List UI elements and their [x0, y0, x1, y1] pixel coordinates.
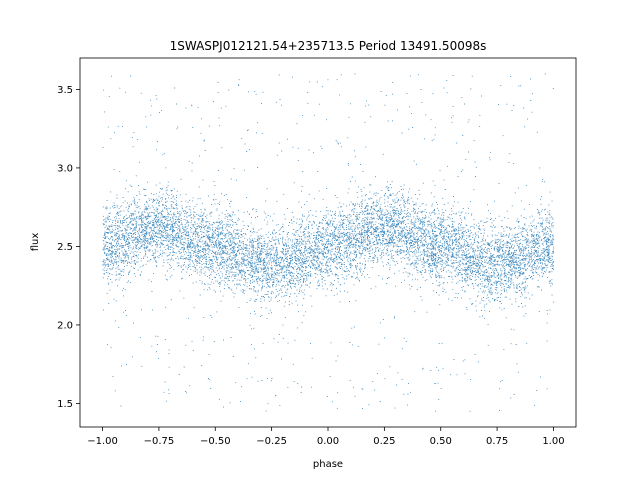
x-tick-label: −1.00: [87, 436, 118, 447]
plot-frame: [79, 57, 577, 428]
y-tick-label: 2.0: [57, 320, 73, 331]
x-axis: −1.00 −0.75 −0.50 −0.25 0.00 0.25 0.50 0.75 1.00: [87, 427, 565, 447]
x-tick-label: 0.75: [486, 436, 508, 447]
x-tick-label: 0.00: [317, 436, 339, 447]
x-tick-label: −0.25: [256, 436, 287, 447]
data-points: [102, 73, 555, 412]
y-tick-label: 3.5: [57, 85, 73, 96]
y-tick-label: 1.5: [57, 399, 73, 410]
y-axis-title: flux: [30, 233, 41, 252]
y-tick-label: 3.0: [57, 163, 73, 174]
x-tick-label: 0.50: [430, 436, 452, 447]
x-tick-label: 0.25: [373, 436, 395, 447]
x-tick-label: 1.00: [542, 436, 564, 447]
y-tick-label: 2.5: [57, 242, 73, 253]
x-tick-label: −0.50: [200, 436, 231, 447]
x-tick-label: −0.75: [144, 436, 175, 447]
chart-title: 1SWASPJ012121.54+235713.5 Period 13491.5…: [170, 39, 487, 53]
x-axis-title: phase: [313, 459, 343, 470]
y-axis: 1.5 2.0 2.5 3.0 3.5: [57, 85, 80, 410]
scatter-points: [102, 73, 555, 412]
